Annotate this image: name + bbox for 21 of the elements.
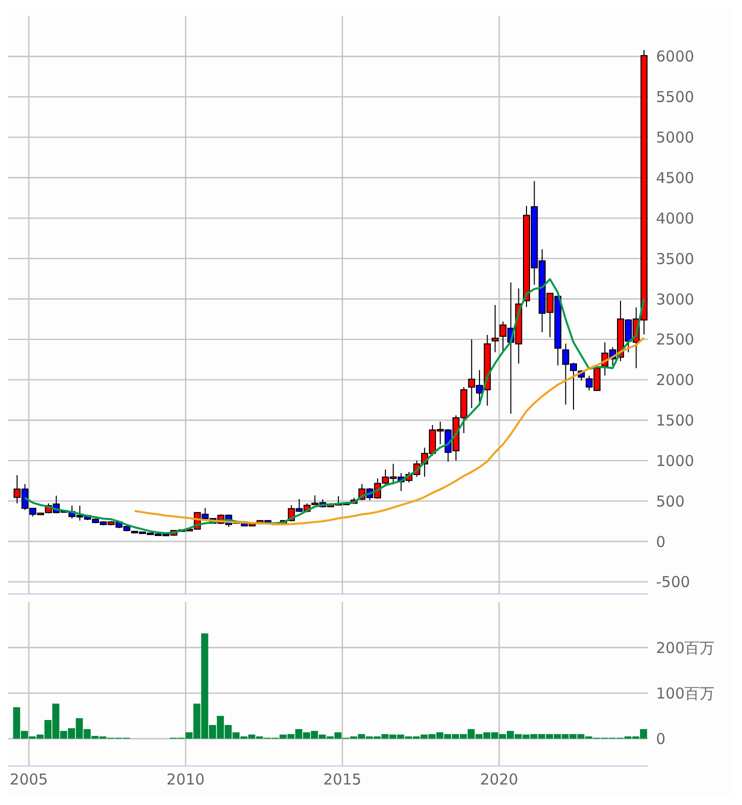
y-tick-label: 1000 — [656, 452, 694, 470]
y-tick-label: 2000 — [656, 371, 694, 390]
y-tick-label: 500 — [656, 492, 685, 510]
y-tick-label: 5000 — [656, 128, 694, 147]
y-tick-label: 3500 — [656, 250, 694, 268]
x-tick-label: 2020 — [480, 770, 518, 789]
y-tick-label: 200百万 — [656, 638, 715, 657]
y-tick-label: 4000 — [656, 209, 694, 228]
y-tick-label: 4500 — [656, 169, 694, 188]
y-tick-label: 0 — [656, 730, 666, 748]
y-tick-label: 5500 — [656, 88, 694, 106]
y-tick-label: 6000 — [656, 48, 694, 66]
x-tick-label: 2015 — [323, 770, 362, 789]
y-tick-label: 3000 — [656, 290, 694, 308]
x-tick-label: 2010 — [166, 770, 205, 789]
y-tick-label: 0 — [656, 532, 666, 551]
y-tick-label: 2500 — [656, 330, 694, 349]
y-tick-label: 1500 — [656, 412, 694, 430]
y-tick-label: -500 — [656, 573, 690, 592]
x-tick-label: 2005 — [10, 770, 48, 789]
y-tick-label: 100百万 — [656, 684, 715, 702]
